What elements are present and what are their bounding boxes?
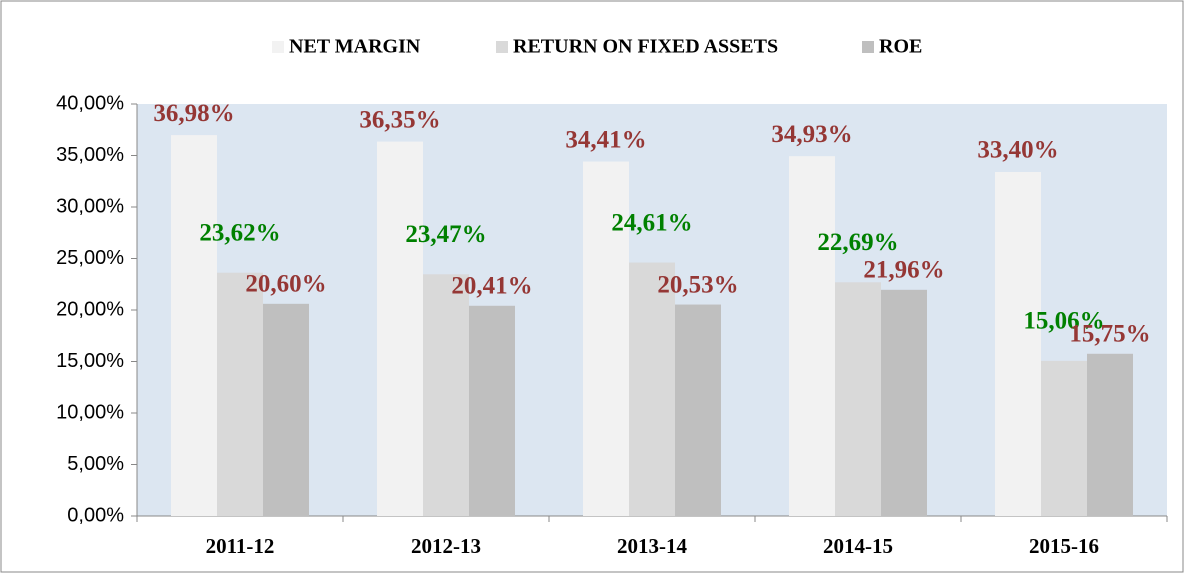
- bar: [835, 282, 881, 516]
- data-label: 23,47%: [405, 221, 486, 248]
- y-tick-label: 10,00%: [56, 401, 124, 423]
- y-tick-label: 15,00%: [56, 350, 124, 372]
- bar: [675, 304, 721, 516]
- bar: [171, 135, 217, 516]
- x-tick-label: 2014-15: [823, 534, 893, 558]
- legend-swatch: [272, 41, 284, 53]
- y-tick-label: 35,00%: [56, 144, 124, 166]
- data-label: 22,69%: [817, 229, 898, 256]
- y-tick-label: 5,00%: [67, 453, 124, 475]
- bar: [377, 141, 423, 516]
- data-label: 21,96%: [863, 257, 944, 284]
- data-label: 34,41%: [565, 126, 646, 153]
- x-tick-label: 2011-12: [206, 534, 275, 558]
- legend-swatch: [862, 41, 874, 53]
- data-label: 20,41%: [451, 273, 532, 300]
- x-tick-label: 2012-13: [411, 534, 481, 558]
- data-label: 33,40%: [977, 137, 1058, 164]
- bar: [583, 161, 629, 516]
- legend-swatch: [496, 41, 508, 53]
- data-label: 20,53%: [657, 271, 738, 298]
- bar: [995, 171, 1041, 517]
- data-label: 34,93%: [771, 121, 852, 148]
- bar: [469, 305, 515, 516]
- y-tick-label: 30,00%: [56, 195, 124, 217]
- y-tick-label: 25,00%: [56, 247, 124, 269]
- data-label: 15,06%: [1023, 308, 1104, 335]
- data-label: 23,62%: [199, 219, 280, 246]
- legend-label: NET MARGIN: [289, 36, 421, 58]
- x-tick-label: 2015-16: [1029, 534, 1099, 558]
- y-tick-label: 40,00%: [56, 92, 124, 114]
- data-label: 36,35%: [359, 106, 440, 133]
- bar: [1041, 360, 1087, 516]
- bar: [217, 272, 263, 516]
- data-label: 36,98%: [153, 100, 234, 127]
- y-tick-label: 0,00%: [67, 504, 124, 526]
- bar: [629, 262, 675, 516]
- bar: [423, 274, 469, 516]
- data-label: 24,61%: [611, 209, 692, 236]
- data-label: 15,75%: [1069, 321, 1150, 348]
- bar: [881, 289, 927, 516]
- legend-label: RETURN ON FIXED ASSETS: [513, 36, 778, 58]
- bar: [263, 303, 309, 516]
- legend-label: ROE: [879, 36, 922, 58]
- y-tick-label: 20,00%: [56, 298, 124, 320]
- x-tick-label: 2013-14: [617, 534, 687, 558]
- data-label: 20,60%: [245, 271, 326, 298]
- bar: [789, 156, 835, 516]
- bar: [1087, 353, 1133, 516]
